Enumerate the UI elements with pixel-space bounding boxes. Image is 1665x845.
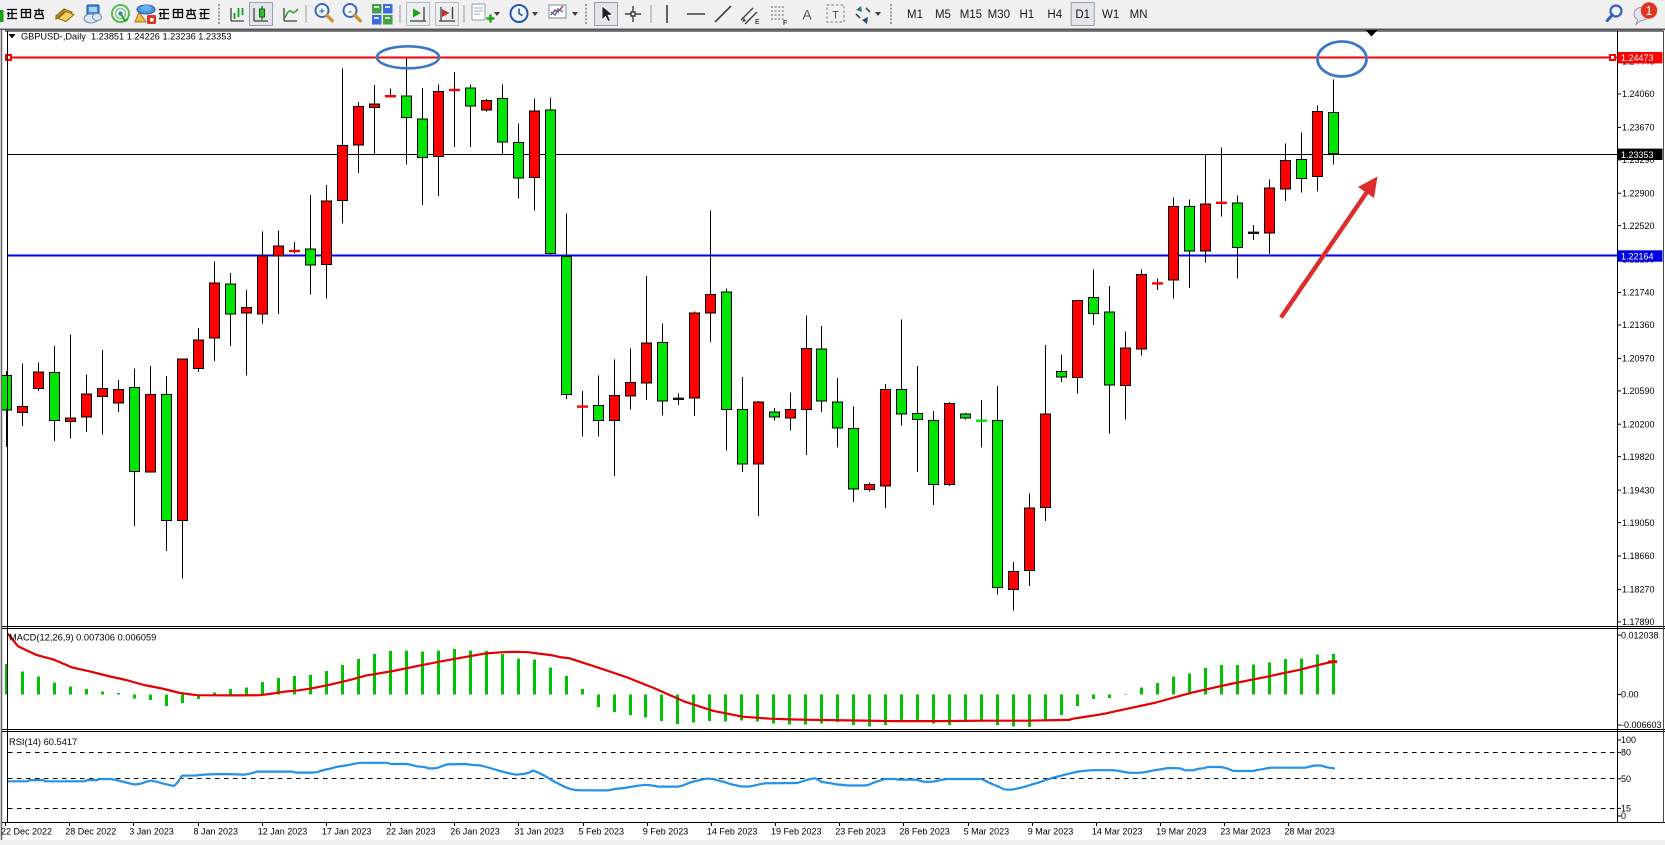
svg-text:W1: W1: [1102, 9, 1119, 21]
svg-text:1.19050: 1.19050: [1622, 518, 1655, 528]
svg-text:0.012038: 0.012038: [1621, 630, 1659, 640]
svg-text:-0.006603: -0.006603: [1621, 720, 1662, 730]
svg-text:1.24060: 1.24060: [1622, 89, 1655, 99]
svg-text:+: +: [319, 5, 325, 17]
svg-text:26 Jan 2023: 26 Jan 2023: [450, 827, 500, 837]
svg-text:1.23290: 1.23290: [1622, 155, 1655, 165]
svg-text:23 Mar 2023: 23 Mar 2023: [1220, 827, 1271, 837]
svg-text:GBPUSD-,Daily 1.23851 1.24226: GBPUSD-,Daily 1.23851 1.24226 1.23236 1.…: [21, 32, 231, 42]
svg-text:H4: H4: [1047, 9, 1062, 21]
svg-text:100: 100: [1621, 735, 1636, 745]
svg-text:23 Feb 2023: 23 Feb 2023: [835, 827, 886, 837]
svg-text:1: 1: [1646, 4, 1653, 18]
svg-text:15: 15: [1621, 804, 1631, 814]
svg-text:1.18270: 1.18270: [1622, 585, 1655, 595]
svg-text:1.18660: 1.18660: [1622, 551, 1655, 561]
svg-text:1.20590: 1.20590: [1622, 386, 1655, 396]
svg-text:14 Feb 2023: 14 Feb 2023: [707, 827, 758, 837]
svg-text:1.19820: 1.19820: [1622, 452, 1655, 462]
svg-text:17 Jan 2023: 17 Jan 2023: [322, 827, 372, 837]
svg-text:1.19430: 1.19430: [1622, 485, 1655, 495]
svg-text:RSI(14) 60.5417: RSI(14) 60.5417: [9, 737, 77, 747]
svg-text:1.20970: 1.20970: [1622, 354, 1655, 364]
svg-text:1.22900: 1.22900: [1622, 188, 1655, 198]
svg-text:M15: M15: [960, 9, 982, 21]
svg-text:1.23670: 1.23670: [1622, 123, 1655, 133]
svg-text:50: 50: [1621, 774, 1631, 784]
svg-text:0: 0: [1621, 811, 1626, 821]
svg-text:M1: M1: [907, 9, 923, 21]
svg-text:M5: M5: [935, 9, 951, 21]
svg-text:A: A: [802, 7, 812, 23]
svg-text:1.23353: 1.23353: [1621, 150, 1654, 160]
svg-text:MN: MN: [1130, 9, 1148, 21]
svg-text:28 Feb 2023: 28 Feb 2023: [899, 827, 950, 837]
svg-text:31 Jan 2023: 31 Jan 2023: [514, 827, 564, 837]
svg-text:H1: H1: [1019, 9, 1034, 21]
svg-text:9 Mar 2023: 9 Mar 2023: [1028, 827, 1074, 837]
svg-text:8 Jan 2023: 8 Jan 2023: [194, 827, 239, 837]
svg-text:M30: M30: [988, 9, 1010, 21]
svg-text:28 Dec 2022: 28 Dec 2022: [65, 827, 116, 837]
svg-text:1.20200: 1.20200: [1622, 419, 1655, 429]
svg-text:1.24473: 1.24473: [1621, 53, 1654, 63]
svg-text:D1: D1: [1075, 9, 1090, 21]
svg-text:F: F: [783, 20, 787, 27]
svg-text:T: T: [832, 10, 839, 22]
svg-text:MACD(12,26,9) 0.007306 0.00605: MACD(12,26,9) 0.007306 0.006059: [9, 633, 156, 643]
svg-text:E: E: [755, 19, 760, 26]
svg-text:1.22520: 1.22520: [1622, 221, 1655, 231]
svg-text:1.21740: 1.21740: [1622, 288, 1655, 298]
svg-text:22 Jan 2023: 22 Jan 2023: [386, 827, 436, 837]
svg-text:80: 80: [1621, 748, 1631, 758]
svg-text:9 Feb 2023: 9 Feb 2023: [643, 827, 689, 837]
svg-text:1.22164: 1.22164: [1621, 252, 1654, 262]
svg-text:28 Mar 2023: 28 Mar 2023: [1284, 827, 1335, 837]
svg-text:12 Jan 2023: 12 Jan 2023: [258, 827, 308, 837]
svg-text:0.00: 0.00: [1621, 690, 1639, 700]
svg-text:22 Dec 2022: 22 Dec 2022: [1, 827, 52, 837]
svg-text:14 Mar 2023: 14 Mar 2023: [1092, 827, 1143, 837]
svg-text:19 Feb 2023: 19 Feb 2023: [771, 827, 822, 837]
svg-text:1.17890: 1.17890: [1622, 617, 1655, 627]
svg-text:-: -: [348, 5, 352, 17]
svg-text:3 Jan 2023: 3 Jan 2023: [129, 827, 174, 837]
svg-text:1.21360: 1.21360: [1622, 320, 1655, 330]
svg-text:5 Feb 2023: 5 Feb 2023: [579, 827, 625, 837]
svg-text:5 Mar 2023: 5 Mar 2023: [964, 827, 1010, 837]
svg-text:19 Mar 2023: 19 Mar 2023: [1156, 827, 1207, 837]
